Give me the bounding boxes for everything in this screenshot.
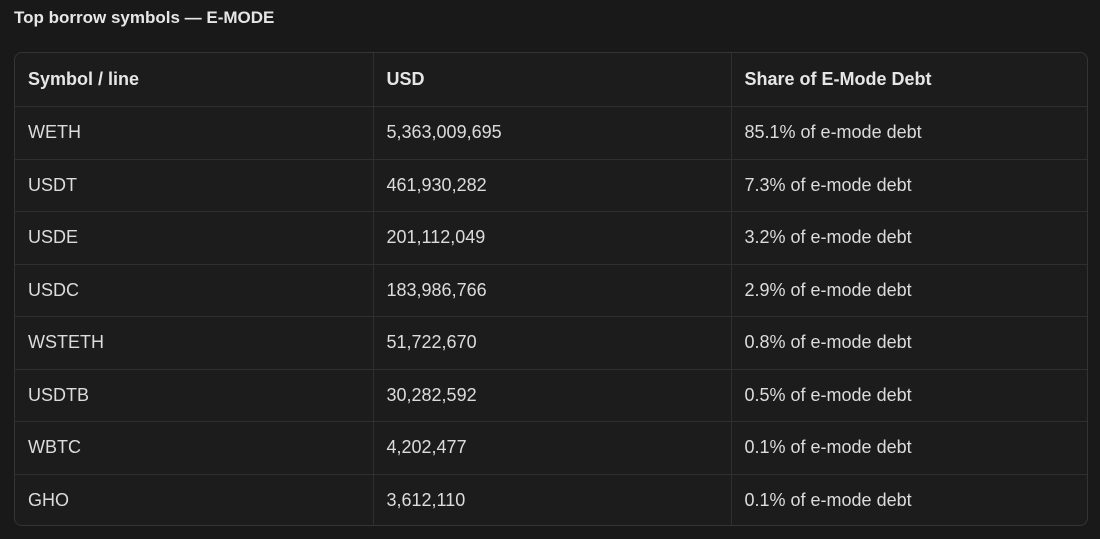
table-cell: 0.8% of e-mode debt xyxy=(731,316,1087,370)
column-header: USD xyxy=(373,53,732,107)
table-cell: 0.1% of e-mode debt xyxy=(731,421,1087,475)
table-row: USDTB 30,282,592 0.5% of e-mode debt xyxy=(15,369,1087,422)
table-row: USDT 461,930,282 7.3% of e-mode debt xyxy=(15,159,1087,212)
table-cell: 2.9% of e-mode debt xyxy=(731,264,1087,317)
table-cell: 51,722,670 xyxy=(373,316,732,370)
table-body: WETH 5,363,009,695 85.1% of e-mode debt USD… xyxy=(15,106,1087,525)
table-cell: 461,930,282 xyxy=(373,159,732,212)
table-row: USDE 201,112,049 3.2% of e-mode debt xyxy=(15,211,1087,265)
table-row: WBTC 4,202,477 0.1% of e-mode debt xyxy=(15,421,1087,475)
table-cell: USDE xyxy=(15,211,374,265)
table-cell: USDC xyxy=(15,264,374,317)
table-cell: WBTC xyxy=(15,421,374,475)
table-cell: 5,363,009,695 xyxy=(373,106,732,160)
table-row: USDC 183,986,766 2.9% of e-mode debt xyxy=(15,264,1087,317)
table: Symbol / line USD Share of E-Mode Debt WET… xyxy=(15,53,1087,525)
title: Top borrow symbols — E-MODE xyxy=(14,8,275,27)
table-cell: 183,986,766 xyxy=(373,264,732,317)
table-cell: USDT xyxy=(15,159,374,212)
table-cell: GHO xyxy=(15,474,374,525)
table-cell: 3,612,110 xyxy=(373,474,732,525)
table-row: GHO 3,612,110 0.1% of e-mode debt xyxy=(15,474,1087,525)
header-row: Symbol / line USD Share of E-Mode Debt xyxy=(15,53,1087,107)
table-row: WETH 5,363,009,695 85.1% of e-mode debt xyxy=(15,106,1087,160)
table-cell: 3.2% of e-mode debt xyxy=(731,211,1087,265)
table-cell: 4,202,477 xyxy=(373,421,732,475)
table-cell: WSTETH xyxy=(15,316,374,370)
table-cell: USDTB xyxy=(15,369,374,422)
column-header: Share of E-Mode Debt xyxy=(731,53,1087,107)
table-cell: 7.3% of e-mode debt xyxy=(731,159,1087,212)
table-row: WSTETH 51,722,670 0.8% of e-mode debt xyxy=(15,316,1087,370)
table-cell: 85.1% of e-mode debt xyxy=(731,106,1087,160)
table-cell: WETH xyxy=(15,106,374,160)
table-container: Symbol / line USD Share of E-Mode Debt WET… xyxy=(14,52,1088,526)
table-cell: 0.5% of e-mode debt xyxy=(731,369,1087,422)
table-cell: 201,112,049 xyxy=(373,211,732,265)
table-cell: 30,282,592 xyxy=(373,369,732,422)
table-cell: 0.1% of e-mode debt xyxy=(744,489,912,510)
column-header: Symbol / line xyxy=(15,53,374,107)
